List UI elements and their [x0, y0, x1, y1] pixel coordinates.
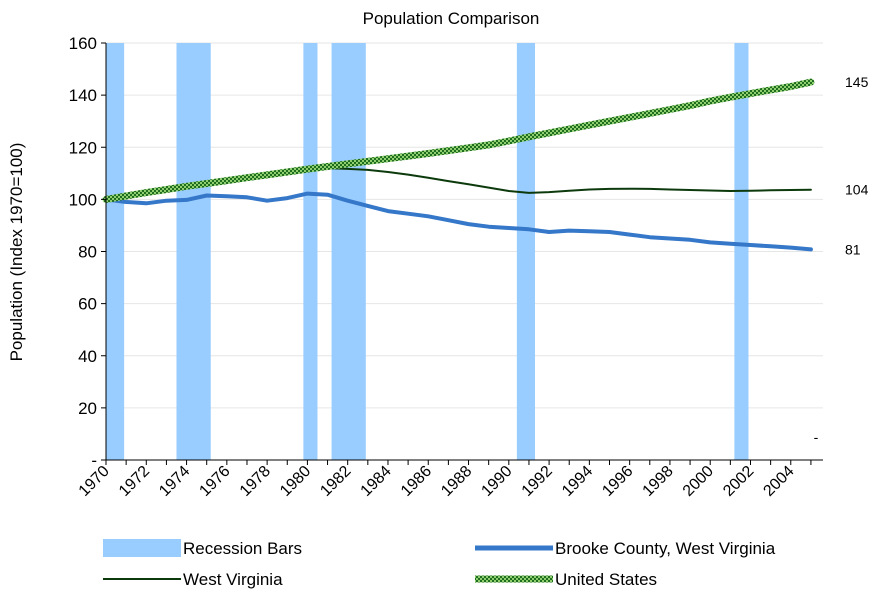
recession-bar — [303, 43, 318, 460]
legend-item: West Virginia — [103, 570, 283, 589]
y-axis-label: Population (Index 1970=100) — [7, 143, 26, 362]
y-tick-labels: - 20 40 60 80 100 120 140 160 — [69, 34, 97, 470]
corner-mark: - — [814, 429, 819, 445]
x-tick-label: 1978 — [237, 463, 274, 500]
x-tick-label: 1998 — [640, 463, 677, 500]
legend-label: United States — [555, 570, 657, 589]
x-tick-label: 1982 — [317, 463, 354, 500]
y-tick-label: 60 — [78, 295, 97, 314]
legend: Recession Bars Brooke County, West Virgin… — [103, 539, 776, 589]
recession-bar — [176, 43, 211, 460]
y-tick-label: - — [91, 451, 97, 470]
series-end-label: 145 — [845, 74, 869, 90]
series-end-label: 81 — [845, 241, 861, 257]
legend-item: Brooke County, West Virginia — [475, 539, 776, 558]
x-tick-label: 2000 — [680, 463, 717, 500]
x-tick-label: 1994 — [559, 463, 596, 500]
x-tick-label: 1976 — [196, 463, 233, 500]
legend-label: Brooke County, West Virginia — [555, 539, 776, 558]
y-tick-label: 140 — [69, 86, 97, 105]
series-end-labels: 81 104 145 — [845, 74, 869, 257]
x-tick-label: 1990 — [478, 463, 515, 500]
legend-label: West Virginia — [183, 570, 283, 589]
x-tick-label: 2002 — [720, 463, 757, 500]
chart-title: Population Comparison — [363, 9, 540, 28]
legend-item: United States — [475, 570, 657, 589]
x-tick-label: 2004 — [760, 463, 797, 500]
series-line — [104, 191, 813, 252]
x-tick-labels: 1970 1972 1974 1976 1978 1980 1982 1984 1986 1988… — [76, 463, 798, 500]
x-tick-label: 1974 — [156, 463, 193, 500]
series-line — [102, 78, 815, 203]
recession-bar — [516, 43, 535, 460]
x-tick-label: 1996 — [599, 463, 636, 500]
series-end-label: 104 — [845, 182, 869, 198]
recession-bar — [734, 43, 749, 460]
axes — [101, 42, 823, 465]
y-tick-label: 20 — [78, 399, 97, 418]
x-tick-label: 1988 — [438, 463, 475, 500]
x-tick-label: 1970 — [76, 463, 113, 500]
x-tick-label: 1984 — [358, 463, 395, 500]
y-tick-label: 40 — [78, 347, 97, 366]
series-lines — [102, 78, 815, 252]
recession-bar — [106, 43, 125, 460]
y-tick-label: 100 — [69, 190, 97, 209]
legend-item: Recession Bars — [103, 539, 302, 558]
x-tick-label: 1992 — [519, 463, 556, 500]
x-tick-label: 1986 — [398, 463, 435, 500]
legend-swatch — [103, 539, 181, 557]
x-tick-label: 1972 — [116, 463, 153, 500]
y-tick-label: 160 — [69, 34, 97, 53]
y-tick-label: 80 — [78, 243, 97, 262]
recession-bars — [106, 43, 749, 460]
legend-label: Recession Bars — [183, 539, 302, 558]
x-tick-label: 1980 — [277, 463, 314, 500]
y-tick-label: 120 — [69, 138, 97, 157]
recession-bar — [331, 43, 366, 460]
